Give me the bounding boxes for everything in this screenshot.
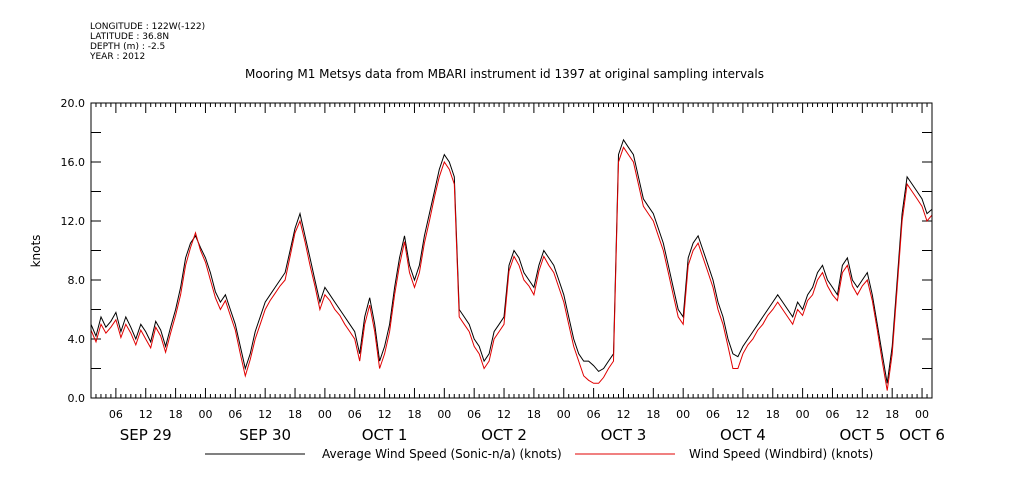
chart-title: Mooring M1 Metsys data from MBARI instru… [245, 67, 764, 81]
latitude-text: LATITUDE : 36.8N [90, 32, 170, 42]
metadata-block: LONGITUDE : 122W(-122) LATITUDE : 36.8N … [90, 22, 205, 62]
year-text: YEAR : 2012 [90, 52, 146, 62]
x-hour-label: 00 [198, 408, 212, 421]
x-day-label: OCT 5 [839, 426, 885, 444]
x-hour-label: 06 [825, 408, 839, 421]
y-tick-label: 20.0 [61, 97, 86, 110]
series-line-windbird [90, 146, 933, 391]
x-hour-label: 06 [587, 408, 601, 421]
x-day-label: SEP 30 [239, 426, 291, 444]
y-axis-label: knots [29, 235, 43, 268]
legend-label-windbird: Wind Speed (Windbird) (knots) [689, 447, 873, 461]
x-hour-label: 00 [915, 408, 929, 421]
tick-layer [90, 102, 933, 399]
x-hour-label: 06 [348, 408, 362, 421]
x-hour-label: 12 [855, 408, 869, 421]
x-hour-label: 00 [557, 408, 571, 421]
x-day-label: OCT 6 [899, 426, 945, 444]
x-hour-label: 18 [169, 408, 183, 421]
y-tick-label: 4.0 [68, 333, 86, 346]
x-hour-label: 12 [139, 408, 153, 421]
x-hour-label: 06 [706, 408, 720, 421]
x-hour-label: 12 [497, 408, 511, 421]
x-day-label: OCT 3 [601, 426, 647, 444]
x-day-label: OCT 4 [720, 426, 766, 444]
x-hour-label: 12 [736, 408, 750, 421]
x-hour-label: 18 [288, 408, 302, 421]
x-hour-label: 06 [467, 408, 481, 421]
longitude-text: LONGITUDE : 122W(-122) [90, 22, 206, 32]
x-day-label: OCT 1 [362, 426, 408, 444]
y-tick-label: 12.0 [61, 215, 86, 228]
x-day-label: SEP 29 [120, 426, 172, 444]
y-tick-label: 16.0 [61, 156, 86, 169]
x-hour-label: 00 [676, 408, 690, 421]
depth-text: DEPTH (m) : -2.5 [90, 42, 166, 52]
x-hour-label: 12 [258, 408, 272, 421]
x-hour-label: 18 [885, 408, 899, 421]
x-hour-label: 18 [646, 408, 660, 421]
x-hour-label: 00 [796, 408, 810, 421]
x-hour-label: 06 [228, 408, 242, 421]
plot-frame [90, 102, 933, 399]
x-hour-label: 18 [407, 408, 421, 421]
series-layer [90, 138, 933, 391]
x-hour-label: 18 [527, 408, 541, 421]
x-hour-label: 12 [616, 408, 630, 421]
series-line-average-wind [90, 138, 933, 384]
legend-label-average-wind: Average Wind Speed (Sonic-n/a) (knots) [322, 447, 562, 461]
x-day-label: OCT 2 [481, 426, 527, 444]
axis-labels: 0.0 4.0 8.0 12.0 16.0 20.0 06 12 18 00 06 12 18 00 06 1… [61, 97, 945, 444]
legend: Average Wind Speed (Sonic-n/a) (knots) W… [205, 447, 873, 461]
x-hour-label: 12 [378, 408, 392, 421]
y-tick-label: 0.0 [68, 392, 86, 405]
y-tick-label: 8.0 [68, 274, 86, 287]
x-hour-label: 00 [318, 408, 332, 421]
x-hour-label: 06 [109, 408, 123, 421]
x-hour-label: 18 [766, 408, 780, 421]
x-hour-label: 00 [437, 408, 451, 421]
